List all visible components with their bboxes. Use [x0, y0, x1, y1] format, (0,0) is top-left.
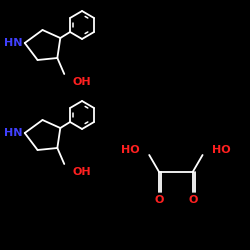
Text: HN: HN — [4, 128, 23, 138]
Text: HO: HO — [212, 145, 231, 155]
Text: HN: HN — [4, 38, 23, 48]
Text: HO: HO — [121, 145, 139, 155]
Text: OH: OH — [72, 167, 91, 177]
Text: O: O — [188, 195, 198, 205]
Text: OH: OH — [72, 77, 91, 87]
Text: O: O — [154, 195, 164, 205]
